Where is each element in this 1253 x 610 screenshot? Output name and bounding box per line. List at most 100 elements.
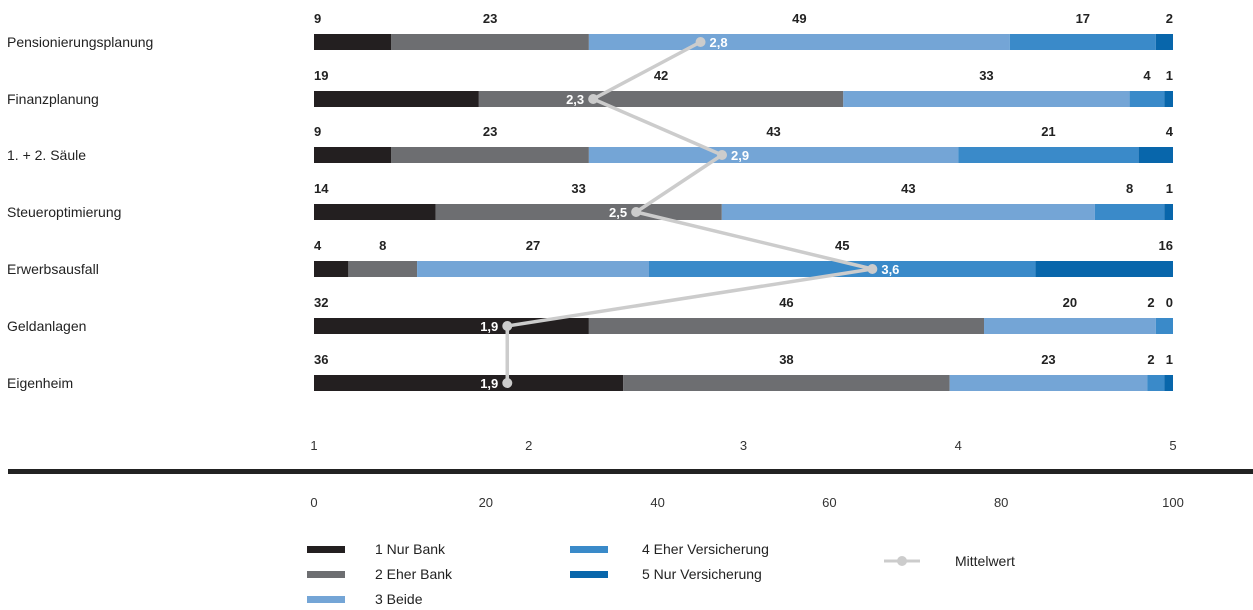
value-label-1-2-säule-s3: 43 <box>766 124 780 139</box>
bar-segment-eigenheim-s3 <box>949 375 1148 391</box>
mean-label-eigenheim: 1,9 <box>480 376 498 391</box>
legend-label-mean: Mittelwert <box>955 553 1015 569</box>
value-label-erwerbsausfall-s1: 4 <box>314 238 322 253</box>
bar-segment-geldanlagen-s3 <box>984 318 1156 334</box>
value-label-eigenheim-s4: 2 <box>1147 352 1154 367</box>
percent-axis-tick-60: 60 <box>822 495 836 510</box>
value-label-finanzplanung-s3: 33 <box>979 68 993 83</box>
value-label-geldanlagen-s1: 32 <box>314 295 328 310</box>
value-label-finanzplanung-s2: 42 <box>654 68 668 83</box>
bar-segment-steueroptimierung-s5 <box>1164 204 1173 220</box>
mean-point-steueroptimierung <box>631 207 642 217</box>
value-label-1-2-säule-s4: 21 <box>1041 124 1055 139</box>
category-label-erwerbsausfall: Erwerbsausfall <box>7 261 99 277</box>
mean-point-pensionierungsplanung <box>695 37 706 47</box>
bar-segment-erwerbsausfall-s2 <box>348 261 418 277</box>
mean-axis-tick-5: 5 <box>1169 438 1176 453</box>
value-label-geldanlagen-s3: 20 <box>1063 295 1077 310</box>
value-label-steueroptimierung-s2: 33 <box>571 181 585 196</box>
category-label-pensionierungsplanung: Pensionierungsplanung <box>7 34 153 50</box>
value-label-steueroptimierung-s3: 43 <box>901 181 915 196</box>
value-label-geldanlagen-s4: 2 <box>1147 295 1154 310</box>
bar-segment-pensionierungsplanung-s4 <box>1009 34 1156 50</box>
value-label-pensionierungsplanung-s1: 9 <box>314 11 321 26</box>
bar-segment-1-2-säule-s2 <box>391 147 589 163</box>
bar-segment-eigenheim-s2 <box>623 375 950 391</box>
value-label-pensionierungsplanung-s3: 49 <box>792 11 806 26</box>
value-label-eigenheim-s5: 1 <box>1166 352 1173 367</box>
value-label-eigenheim-s1: 36 <box>314 352 328 367</box>
bar-segment-steueroptimierung-s4 <box>1094 204 1165 220</box>
bar-segment-pensionierungsplanung-s1 <box>314 34 392 50</box>
value-label-erwerbsausfall-s2: 8 <box>379 238 386 253</box>
legend-label-s5: 5 Nur Versicherung <box>642 566 762 582</box>
value-label-1-2-säule-s1: 9 <box>314 124 321 139</box>
axes-layer: 1 2 3 4 5 0 20 40 60 80 100 <box>8 438 1253 510</box>
percent-axis-tick-80: 80 <box>994 495 1008 510</box>
mean-point-1-2-säule <box>717 150 728 160</box>
bar-segment-eigenheim-s5 <box>1164 375 1173 391</box>
bar-segment-1-2-säule-s1 <box>314 147 392 163</box>
bar-segment-finanzplanung-s1 <box>314 91 479 107</box>
legend-swatch-s4 <box>570 546 608 553</box>
percent-axis-tick-40: 40 <box>650 495 664 510</box>
bar-segment-finanzplanung-s4 <box>1129 91 1165 107</box>
mean-axis-tick-4: 4 <box>955 438 962 453</box>
percent-axis-tick-20: 20 <box>479 495 493 510</box>
bar-segment-steueroptimierung-s3 <box>721 204 1095 220</box>
value-label-steueroptimierung-s5: 1 <box>1166 181 1173 196</box>
category-label-1-2-säule: 1. + 2. Säule <box>7 147 86 163</box>
bar-segment-eigenheim-s1 <box>314 375 624 391</box>
mean-axis-tick-3: 3 <box>740 438 747 453</box>
bar-segment-erwerbsausfall-s5 <box>1035 261 1173 277</box>
bar-segment-geldanlagen-s2 <box>588 318 985 334</box>
bar-segment-finanzplanung-s3 <box>843 91 1130 107</box>
value-label-1-2-säule-s2: 23 <box>483 124 497 139</box>
value-label-finanzplanung-s5: 1 <box>1166 68 1173 83</box>
category-label-finanzplanung: Finanzplanung <box>7 91 99 107</box>
bar-segment-1-2-säule-s4 <box>958 147 1139 163</box>
value-label-1-2-säule-s5: 4 <box>1166 124 1174 139</box>
legend-label-s2: 2 Eher Bank <box>375 566 453 582</box>
category-label-eigenheim: Eigenheim <box>7 375 73 391</box>
legend: 1 Nur Bank 2 Eher Bank 3 Beide 4 Eher Versi… <box>307 541 1015 607</box>
bar-segment-geldanlagen-s1 <box>314 318 589 334</box>
value-label-pensionierungsplanung-s5: 2 <box>1166 11 1173 26</box>
percent-axis-tick-100: 100 <box>1162 495 1184 510</box>
mean-label-pensionierungsplanung: 2,8 <box>710 35 728 50</box>
mean-point-geldanlagen <box>502 321 513 331</box>
value-label-eigenheim-s2: 38 <box>779 352 793 367</box>
bar-segment-erwerbsausfall-s1 <box>314 261 349 277</box>
legend-swatch-s5 <box>570 571 608 578</box>
category-label-steueroptimierung: Steueroptimierung <box>7 204 121 220</box>
value-label-finanzplanung-s4: 4 <box>1143 68 1151 83</box>
value-label-erwerbsausfall-s5: 16 <box>1159 238 1173 253</box>
legend-label-s1: 1 Nur Bank <box>375 541 446 557</box>
mean-label-geldanlagen: 1,9 <box>480 319 498 334</box>
mean-axis-tick-1: 1 <box>310 438 317 453</box>
mean-label-steueroptimierung: 2,5 <box>609 205 627 220</box>
legend-swatch-s3 <box>307 596 345 603</box>
bar-segment-1-2-säule-s3 <box>588 147 959 163</box>
value-label-geldanlagen-s5: 0 <box>1166 295 1173 310</box>
legend-label-s3: 3 Beide <box>375 591 423 607</box>
bar-segment-finanzplanung-s5 <box>1164 91 1173 107</box>
mean-point-eigenheim <box>502 378 513 388</box>
value-label-eigenheim-s3: 23 <box>1041 352 1055 367</box>
mean-axis-tick-2: 2 <box>525 438 532 453</box>
mean-line-layer: 2,8 2,3 2,9 2,5 3,6 1,9 1,9 <box>480 35 899 391</box>
percent-axis-tick-0: 0 <box>310 495 317 510</box>
mean-point-erwerbsausfall <box>867 264 878 274</box>
value-label-geldanlagen-s2: 46 <box>779 295 793 310</box>
value-label-pensionierungsplanung-s2: 23 <box>483 11 497 26</box>
legend-swatch-s1 <box>307 546 345 553</box>
value-label-erwerbsausfall-s3: 27 <box>526 238 540 253</box>
bar-segment-steueroptimierung-s1 <box>314 204 436 220</box>
bars-layer <box>314 34 1173 391</box>
legend-swatch-mean-dot <box>897 556 907 566</box>
legend-label-s4: 4 Eher Versicherung <box>642 541 769 557</box>
category-label-geldanlagen: Geldanlagen <box>7 318 86 334</box>
mean-label-finanzplanung: 2,3 <box>566 92 584 107</box>
